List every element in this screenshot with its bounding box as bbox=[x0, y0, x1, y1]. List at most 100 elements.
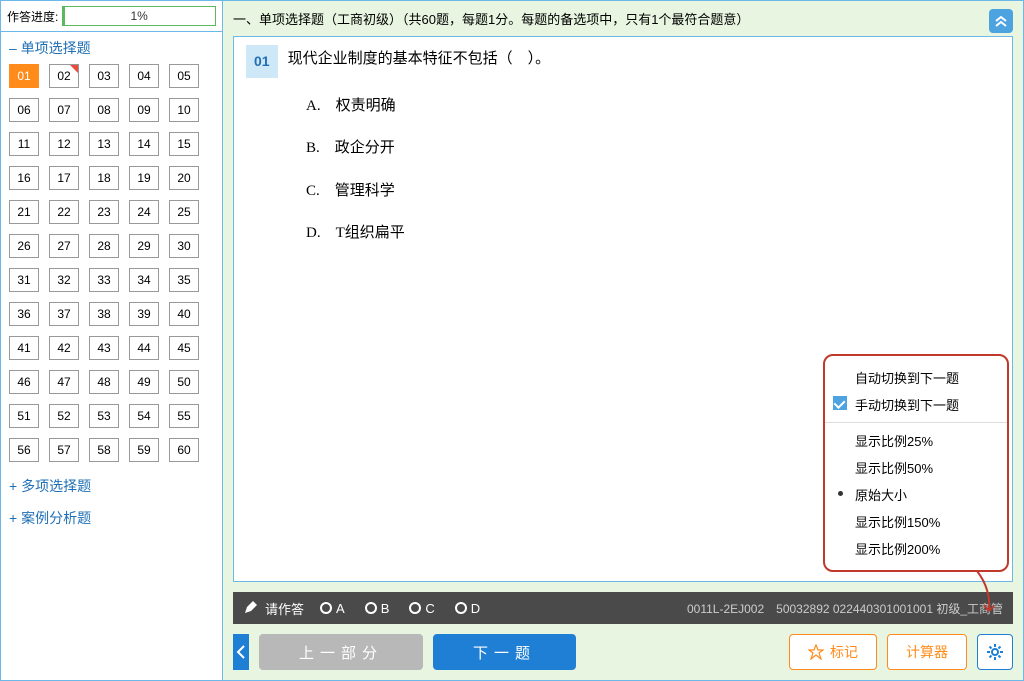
question-btn-48[interactable]: 48 bbox=[89, 370, 119, 394]
question-btn-58[interactable]: 58 bbox=[89, 438, 119, 462]
question-btn-30[interactable]: 30 bbox=[169, 234, 199, 258]
question-btn-12[interactable]: 12 bbox=[49, 132, 79, 156]
question-btn-9[interactable]: 09 bbox=[129, 98, 159, 122]
right-panel: 一、单项选择题（工商初级）（共60题，每题1分。每题的备选项中，只有1个最符合题… bbox=[223, 1, 1023, 680]
question-btn-60[interactable]: 60 bbox=[169, 438, 199, 462]
top-bar: 一、单项选择题（工商初级）（共60题，每题1分。每题的备选项中，只有1个最符合题… bbox=[223, 1, 1023, 36]
question-btn-55[interactable]: 55 bbox=[169, 404, 199, 428]
question-btn-57[interactable]: 57 bbox=[49, 438, 79, 462]
question-btn-51[interactable]: 51 bbox=[9, 404, 39, 428]
answer-choices: A B C D bbox=[320, 601, 500, 616]
question-btn-15[interactable]: 15 bbox=[169, 132, 199, 156]
question-btn-46[interactable]: 46 bbox=[9, 370, 39, 394]
option-B[interactable]: B. 政企分开 bbox=[306, 134, 1000, 163]
settings-item[interactable]: 显示比例150% bbox=[825, 508, 1007, 535]
prev-section-button[interactable]: 上一部分 bbox=[259, 634, 423, 670]
settings-item[interactable]: 自动切换到下一题 bbox=[825, 364, 1007, 391]
question-btn-24[interactable]: 24 bbox=[129, 200, 159, 224]
question-btn-32[interactable]: 32 bbox=[49, 268, 79, 292]
question-btn-45[interactable]: 45 bbox=[169, 336, 199, 360]
question-btn-10[interactable]: 10 bbox=[169, 98, 199, 122]
settings-item[interactable]: 原始大小 bbox=[825, 481, 1007, 508]
question-btn-27[interactable]: 27 bbox=[49, 234, 79, 258]
question-btn-22[interactable]: 22 bbox=[49, 200, 79, 224]
question-btn-54[interactable]: 54 bbox=[129, 404, 159, 428]
question-btn-40[interactable]: 40 bbox=[169, 302, 199, 326]
question-btn-44[interactable]: 44 bbox=[129, 336, 159, 360]
section-header-text: 一、单项选择题（工商初级）（共60题，每题1分。每题的备选项中，只有1个最符合题… bbox=[233, 9, 1013, 28]
question-btn-59[interactable]: 59 bbox=[129, 438, 159, 462]
question-btn-37[interactable]: 37 bbox=[49, 302, 79, 326]
question-btn-3[interactable]: 03 bbox=[89, 64, 119, 88]
question-btn-20[interactable]: 20 bbox=[169, 166, 199, 190]
answer-choice-C[interactable]: C bbox=[409, 601, 434, 616]
answer-choice-B[interactable]: B bbox=[365, 601, 390, 616]
progress-text: 1% bbox=[131, 9, 148, 23]
question-btn-53[interactable]: 53 bbox=[89, 404, 119, 428]
question-btn-49[interactable]: 49 bbox=[129, 370, 159, 394]
popup-arrow bbox=[971, 569, 997, 624]
settings-item[interactable]: 显示比例25% bbox=[825, 427, 1007, 454]
calculator-button[interactable]: 计算器 bbox=[887, 634, 967, 670]
collapse-button[interactable] bbox=[989, 9, 1013, 33]
settings-popup: 自动切换到下一题手动切换到下一题 显示比例25%显示比例50%原始大小显示比例1… bbox=[823, 354, 1009, 572]
question-btn-33[interactable]: 33 bbox=[89, 268, 119, 292]
question-btn-39[interactable]: 39 bbox=[129, 302, 159, 326]
question-btn-41[interactable]: 41 bbox=[9, 336, 39, 360]
question-btn-13[interactable]: 13 bbox=[89, 132, 119, 156]
answer-prompt: 请作答 bbox=[265, 599, 304, 618]
question-btn-16[interactable]: 16 bbox=[9, 166, 39, 190]
question-btn-36[interactable]: 36 bbox=[9, 302, 39, 326]
answer-choice-D[interactable]: D bbox=[455, 601, 480, 616]
question-btn-4[interactable]: 04 bbox=[129, 64, 159, 88]
question-btn-5[interactable]: 05 bbox=[169, 64, 199, 88]
answer-choice-A[interactable]: A bbox=[320, 601, 345, 616]
question-btn-43[interactable]: 43 bbox=[89, 336, 119, 360]
question-btn-35[interactable]: 35 bbox=[169, 268, 199, 292]
question-grid: 01 02 03 04 05 06 07 08 09 10 11 12 13 14 15 16 17 18 19 20… bbox=[1, 64, 222, 470]
question-btn-50[interactable]: 50 bbox=[169, 370, 199, 394]
question-btn-11[interactable]: 11 bbox=[9, 132, 39, 156]
section-multi-choice[interactable]: 多项选择题 bbox=[1, 470, 222, 502]
nav-left-arrow[interactable] bbox=[233, 634, 249, 670]
question-btn-17[interactable]: 17 bbox=[49, 166, 79, 190]
question-btn-7[interactable]: 07 bbox=[49, 98, 79, 122]
gear-icon bbox=[985, 642, 1005, 662]
left-panel: 作答进度: 1% 单项选择题 01 02 03 04 05 06 07 08 09 10 11 12 1… bbox=[1, 1, 223, 680]
question-btn-31[interactable]: 31 bbox=[9, 268, 39, 292]
question-btn-1[interactable]: 01 bbox=[9, 64, 39, 88]
question-btn-18[interactable]: 18 bbox=[89, 166, 119, 190]
settings-button[interactable] bbox=[977, 634, 1013, 670]
next-question-button[interactable]: 下一题 bbox=[433, 634, 576, 670]
question-btn-21[interactable]: 21 bbox=[9, 200, 39, 224]
question-btn-23[interactable]: 23 bbox=[89, 200, 119, 224]
settings-item[interactable]: 显示比例50% bbox=[825, 454, 1007, 481]
question-btn-25[interactable]: 25 bbox=[169, 200, 199, 224]
settings-divider bbox=[825, 422, 1007, 423]
option-D[interactable]: D. T组织扁平 bbox=[306, 219, 1000, 248]
question-btn-52[interactable]: 52 bbox=[49, 404, 79, 428]
question-btn-2[interactable]: 02 bbox=[49, 64, 79, 88]
question-btn-34[interactable]: 34 bbox=[129, 268, 159, 292]
question-btn-29[interactable]: 29 bbox=[129, 234, 159, 258]
answer-bar: 请作答 ABCD 0011L-2EJ002 50032892 022440301… bbox=[233, 592, 1013, 624]
question-btn-26[interactable]: 26 bbox=[9, 234, 39, 258]
star-icon bbox=[808, 644, 824, 660]
question-btn-47[interactable]: 47 bbox=[49, 370, 79, 394]
question-btn-6[interactable]: 06 bbox=[9, 98, 39, 122]
settings-item[interactable]: 手动切换到下一题 bbox=[825, 391, 1007, 418]
mark-button[interactable]: 标记 bbox=[789, 634, 877, 670]
settings-item[interactable]: 显示比例200% bbox=[825, 535, 1007, 562]
question-btn-14[interactable]: 14 bbox=[129, 132, 159, 156]
question-btn-19[interactable]: 19 bbox=[129, 166, 159, 190]
question-btn-28[interactable]: 28 bbox=[89, 234, 119, 258]
section-single-choice[interactable]: 单项选择题 bbox=[1, 32, 222, 64]
question-btn-56[interactable]: 56 bbox=[9, 438, 39, 462]
question-btn-8[interactable]: 08 bbox=[89, 98, 119, 122]
section-case-analysis[interactable]: 案例分析题 bbox=[1, 502, 222, 534]
question-btn-42[interactable]: 42 bbox=[49, 336, 79, 360]
question-btn-38[interactable]: 38 bbox=[89, 302, 119, 326]
option-A[interactable]: A. 权责明确 bbox=[306, 92, 1000, 121]
progress-row: 作答进度: 1% bbox=[1, 1, 222, 32]
option-C[interactable]: C. 管理科学 bbox=[306, 177, 1000, 206]
